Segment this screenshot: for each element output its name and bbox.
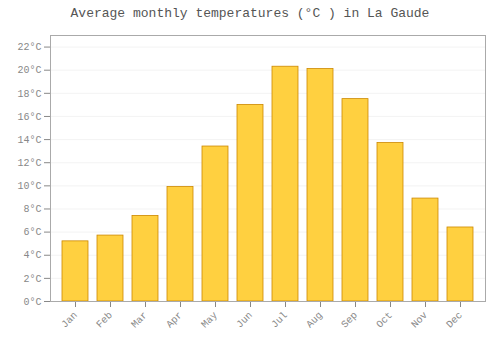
svg-text:22°C: 22°C <box>17 42 41 53</box>
svg-text:16°C: 16°C <box>17 112 41 123</box>
svg-text:20°C: 20°C <box>17 65 41 76</box>
svg-text:Aug: Aug <box>304 310 325 331</box>
svg-text:Dec: Dec <box>444 310 465 331</box>
svg-text:18°C: 18°C <box>17 89 41 100</box>
svg-text:Nov: Nov <box>409 310 430 331</box>
svg-text:Jul: Jul <box>269 310 290 331</box>
svg-text:Jan: Jan <box>59 310 80 331</box>
svg-text:8°C: 8°C <box>23 204 41 215</box>
svg-text:Feb: Feb <box>94 310 115 331</box>
svg-text:14°C: 14°C <box>17 135 41 146</box>
svg-text:May: May <box>199 310 220 331</box>
svg-text:12°C: 12°C <box>17 158 41 169</box>
html-text:Average monthly temperatures (: Average monthly temperatures (°C ) in La… <box>70 6 430 21</box>
svg-text:6°C: 6°C <box>23 227 41 238</box>
svg-text:Oct: Oct <box>374 310 395 331</box>
svg-text:10°C: 10°C <box>17 181 41 192</box>
svg-text:Apr: Apr <box>164 310 185 331</box>
svg-text:2°C: 2°C <box>23 274 41 285</box>
svg-text:Sep: Sep <box>339 310 360 331</box>
svg-text:4°C: 4°C <box>23 250 41 261</box>
svg-text:0°C: 0°C <box>23 297 41 308</box>
svg-text:Mar: Mar <box>129 310 150 331</box>
svg-text:Jun: Jun <box>234 310 255 331</box>
